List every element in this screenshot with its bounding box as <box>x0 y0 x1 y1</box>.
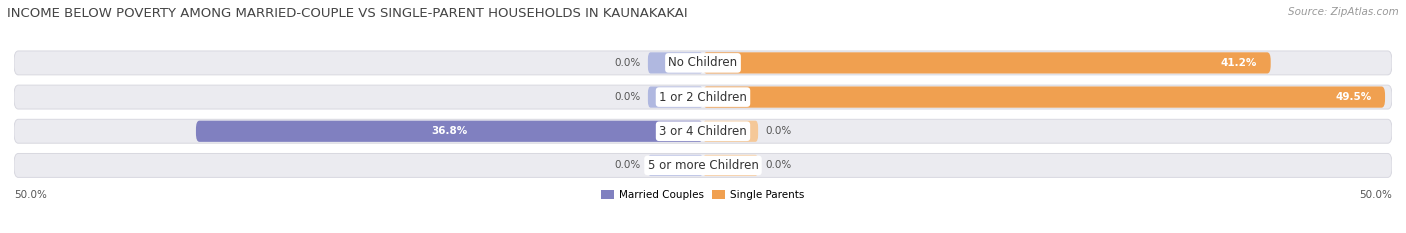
FancyBboxPatch shape <box>648 86 703 108</box>
Text: 50.0%: 50.0% <box>14 190 46 200</box>
Text: 49.5%: 49.5% <box>1336 92 1371 102</box>
FancyBboxPatch shape <box>703 121 758 142</box>
Text: 36.8%: 36.8% <box>432 126 468 136</box>
Text: 0.0%: 0.0% <box>765 161 792 170</box>
FancyBboxPatch shape <box>14 51 1392 75</box>
FancyBboxPatch shape <box>703 86 1385 108</box>
FancyBboxPatch shape <box>14 119 1392 143</box>
Text: 0.0%: 0.0% <box>614 58 641 68</box>
Text: 50.0%: 50.0% <box>1360 190 1392 200</box>
Text: 41.2%: 41.2% <box>1220 58 1257 68</box>
Text: Source: ZipAtlas.com: Source: ZipAtlas.com <box>1288 7 1399 17</box>
Text: 1 or 2 Children: 1 or 2 Children <box>659 91 747 104</box>
FancyBboxPatch shape <box>14 85 1392 109</box>
Text: 3 or 4 Children: 3 or 4 Children <box>659 125 747 138</box>
Legend: Married Couples, Single Parents: Married Couples, Single Parents <box>598 186 808 204</box>
Text: 5 or more Children: 5 or more Children <box>648 159 758 172</box>
Text: 0.0%: 0.0% <box>614 161 641 170</box>
FancyBboxPatch shape <box>703 52 1271 73</box>
FancyBboxPatch shape <box>195 121 703 142</box>
Text: 0.0%: 0.0% <box>765 126 792 136</box>
FancyBboxPatch shape <box>648 52 703 73</box>
FancyBboxPatch shape <box>648 155 703 176</box>
FancyBboxPatch shape <box>703 155 758 176</box>
Text: 0.0%: 0.0% <box>614 92 641 102</box>
Text: No Children: No Children <box>668 56 738 69</box>
Text: INCOME BELOW POVERTY AMONG MARRIED-COUPLE VS SINGLE-PARENT HOUSEHOLDS IN KAUNAKA: INCOME BELOW POVERTY AMONG MARRIED-COUPL… <box>7 7 688 20</box>
FancyBboxPatch shape <box>14 154 1392 177</box>
